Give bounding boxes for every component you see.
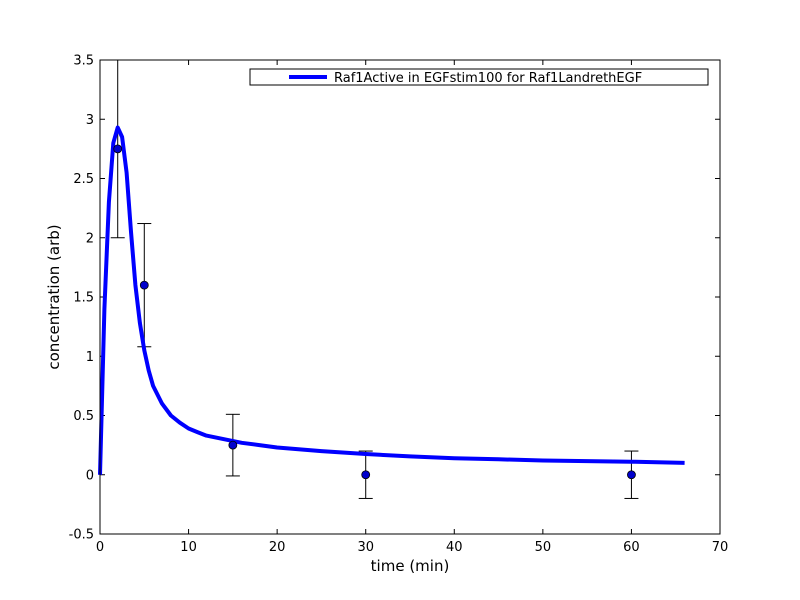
y-tick-label: 3 [86,113,94,128]
marker-layer [113,144,636,480]
y-tick-label: 0.5 [73,409,94,424]
x-axis-label: time (min) [371,557,450,575]
x-tick-label: 40 [446,540,463,555]
legend-box [249,68,709,86]
x-tick-label: 10 [180,540,197,555]
y-tick-label: 1 [86,350,94,365]
line-layer [98,125,685,475]
y-tick-label: 3.5 [73,54,94,69]
data-point [361,470,371,480]
y-axis-label: concentration (arb) [45,224,63,369]
x-tick-label: 60 [623,540,640,555]
legend-label: Raf1Active in EGFstim100 for Raf1Landret… [334,71,642,86]
data-point [139,280,149,290]
x-tick-label: 20 [269,540,286,555]
x-tick-label: 30 [357,540,374,555]
y-tick-label: -0.5 [69,528,94,543]
data-point [627,470,636,480]
data-point [113,144,123,154]
y-tick-label: 2 [86,231,94,246]
x-tick-label: 50 [535,540,552,555]
ticks-layer: 0 10 20 30 40 50 60 70-0.500.511.522.533.5 [69,54,729,556]
legend: Raf1Active in EGFstim100 for Raf1Landret… [249,68,709,86]
x-tick-label: 0 [96,540,104,555]
plot-frame [99,59,721,535]
data-point [228,440,238,450]
y-tick-label: 0 [86,468,94,483]
series-line [98,125,685,475]
x-tick-label: 70 [712,540,729,555]
y-tick-label: 2.5 [73,172,94,187]
y-tick-label: 1.5 [73,291,94,306]
